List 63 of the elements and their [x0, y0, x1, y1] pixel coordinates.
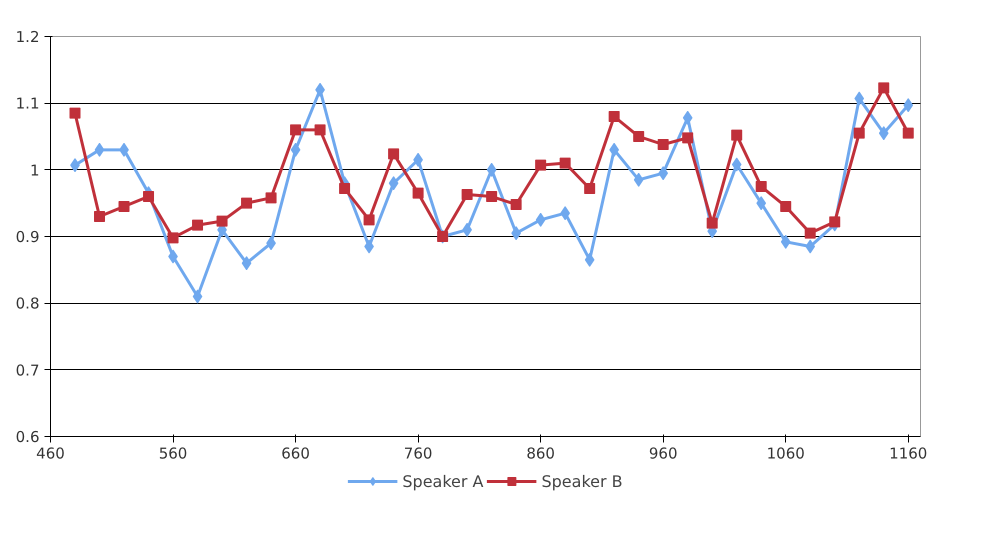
y-tick-label: 0.6	[16, 428, 40, 446]
point	[192, 220, 204, 231]
point	[756, 181, 767, 192]
point	[510, 199, 522, 210]
point	[633, 131, 644, 142]
y-tick-label: 1	[30, 161, 40, 180]
point	[731, 130, 742, 141]
point	[682, 132, 694, 144]
x-tick-label: 660	[281, 444, 310, 462]
point	[70, 108, 81, 119]
point	[608, 111, 620, 122]
point	[682, 110, 693, 125]
point	[706, 218, 718, 229]
point	[486, 191, 498, 202]
point	[168, 250, 178, 264]
point	[192, 290, 202, 304]
point	[339, 183, 350, 194]
point	[535, 160, 546, 171]
point	[388, 148, 400, 160]
point	[854, 128, 865, 139]
point	[658, 139, 669, 150]
point	[462, 189, 473, 200]
point	[560, 158, 571, 169]
point	[364, 240, 374, 254]
point	[584, 183, 596, 194]
point	[854, 92, 864, 106]
point	[878, 82, 890, 94]
point	[314, 124, 326, 136]
point	[412, 188, 424, 199]
y-tick-label: 1.1	[16, 94, 40, 113]
point	[804, 228, 816, 239]
y-tick-label: 0.7	[16, 361, 40, 380]
point	[216, 216, 228, 227]
x-tick-label: 1160	[889, 444, 928, 462]
point	[756, 196, 766, 210]
point	[903, 98, 914, 112]
point	[118, 201, 130, 212]
y-tick-label: 0.9	[16, 228, 40, 246]
point	[878, 126, 889, 140]
x-tick-label: 860	[526, 444, 555, 462]
point	[780, 234, 791, 249]
point	[902, 128, 914, 139]
x-tick-label: 760	[404, 444, 432, 462]
y-tick-label: 1.2	[16, 28, 40, 46]
point	[364, 214, 375, 226]
x-tick-label: 1060	[766, 444, 805, 462]
point	[290, 124, 302, 136]
point	[658, 166, 668, 180]
x-tick-label: 560	[158, 444, 188, 462]
x-tick-label: 460	[36, 444, 65, 462]
y-tick-label: 0.8	[16, 294, 40, 313]
point	[143, 191, 154, 202]
point	[805, 240, 816, 254]
point	[241, 198, 252, 209]
point	[94, 211, 106, 222]
point	[780, 201, 792, 212]
point	[168, 232, 179, 244]
point	[266, 192, 277, 204]
point	[732, 158, 742, 172]
legend-label: Speaker B	[541, 472, 623, 490]
point	[829, 216, 840, 228]
legend-label: Speaker A	[402, 472, 484, 490]
x-tick-label: 960	[648, 444, 678, 462]
